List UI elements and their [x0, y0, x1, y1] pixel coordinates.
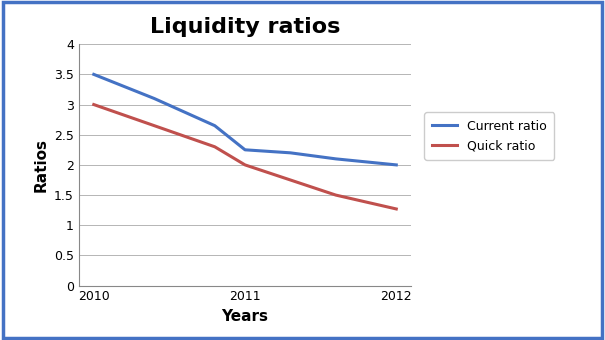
Quick ratio: [332, 193, 339, 197]
Current ratio: [211, 124, 218, 128]
Quick ratio: [211, 145, 218, 149]
Current ratio: [332, 157, 339, 161]
Quick ratio: [90, 103, 97, 107]
Current ratio: [393, 163, 400, 167]
Current ratio: [287, 151, 294, 155]
Current ratio: [241, 148, 249, 152]
Line: Current ratio: Current ratio: [94, 74, 396, 165]
Quick ratio: [287, 178, 294, 182]
Title: Liquidity ratios: Liquidity ratios: [150, 17, 340, 37]
Quick ratio: [151, 124, 158, 128]
Current ratio: [151, 97, 158, 101]
Line: Quick ratio: Quick ratio: [94, 105, 396, 209]
Y-axis label: Ratios: Ratios: [33, 138, 48, 192]
Quick ratio: [393, 207, 400, 211]
Current ratio: [90, 72, 97, 76]
Legend: Current ratio, Quick ratio: Current ratio, Quick ratio: [424, 112, 554, 159]
X-axis label: Years: Years: [221, 309, 269, 324]
Quick ratio: [241, 163, 249, 167]
